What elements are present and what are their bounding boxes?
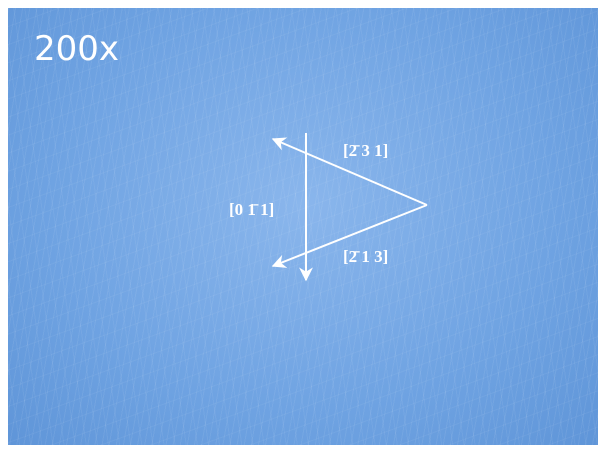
direction-label: [0 1̄ 1]: [229, 200, 274, 219]
annotations: 200x [2̄ 3 1] [0 1̄ 1] [2̄ 1 3]: [0, 0, 606, 453]
direction-label: [2̄ 3 1]: [343, 141, 388, 160]
direction-label: [2̄ 1 3]: [343, 247, 388, 266]
page: {"magnification": "200x", "directions": …: [0, 0, 606, 453]
magnification: 200x: [34, 29, 119, 69]
